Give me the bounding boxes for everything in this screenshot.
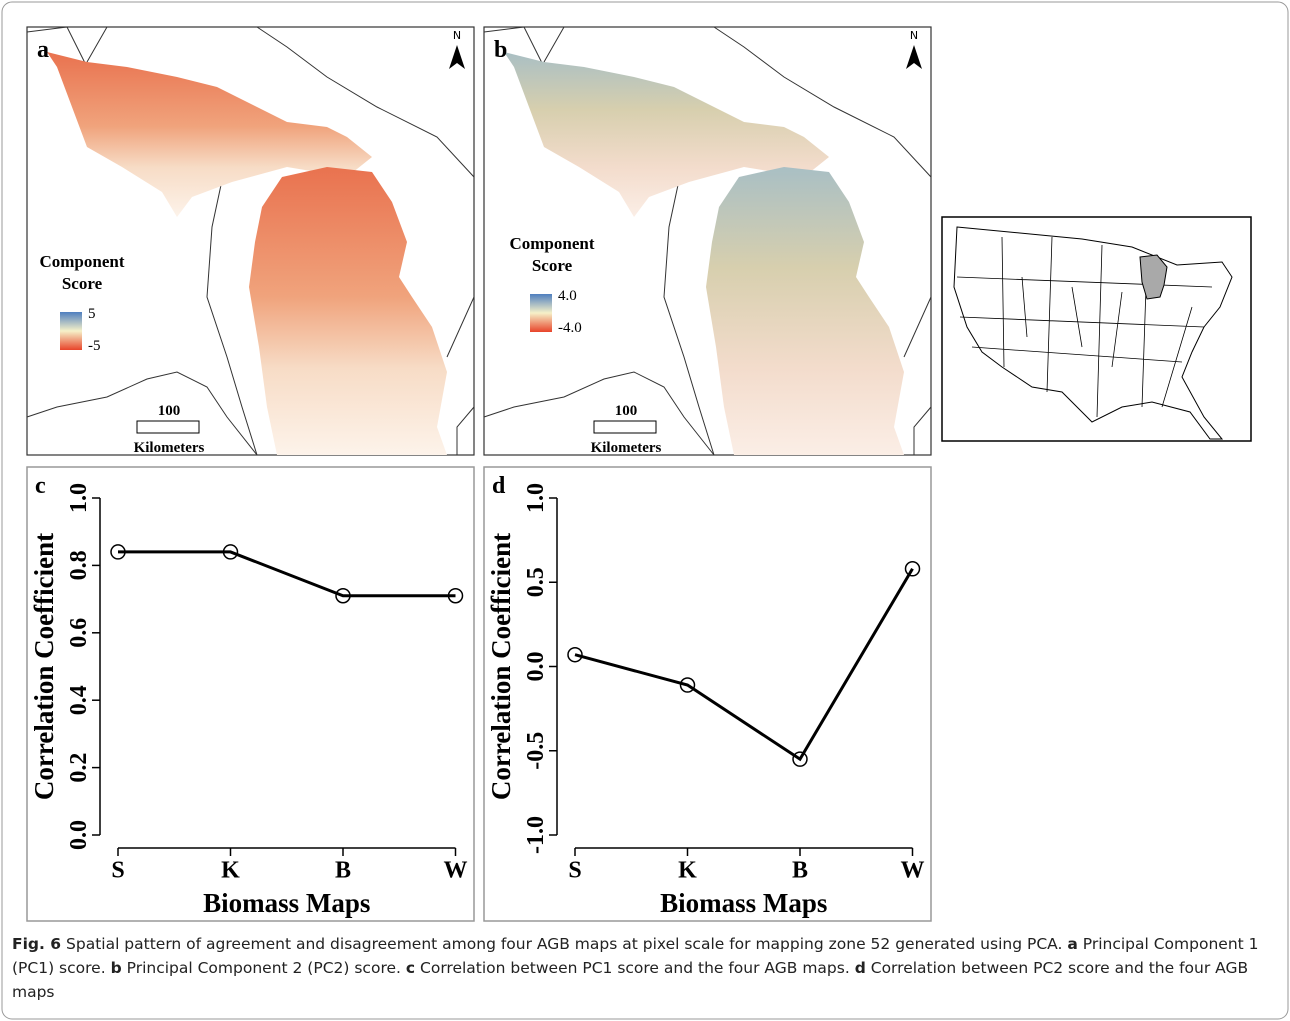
panel-letter: a (37, 37, 49, 63)
panel-letter: b (494, 37, 507, 63)
y-axis-title: Correlation Coefficient (29, 533, 59, 800)
data-point (447, 587, 464, 604)
caption-item-text: Correlation between PC1 score and the fo… (420, 959, 850, 977)
caption-item-letter: c (405, 959, 416, 977)
data-line (118, 550, 456, 598)
north-label: N (910, 29, 918, 42)
y-axis-title: Correlation Coefficient (486, 533, 516, 800)
data-point (904, 561, 921, 577)
legend-title: Score (532, 256, 573, 275)
maps: a N Component Score 5 -5 100 Kilometers b N Compon… (26, 26, 932, 456)
panel-border (26, 466, 475, 922)
map-panel: b N Component Score 4.0 -4.0 100 Kilometers (483, 26, 932, 456)
x-axis-title: Biomass Maps (660, 888, 827, 918)
y-tick-label: 0.5 (523, 567, 549, 597)
charts: c 0.0 0.2 0.4 0.6 0.8 1.0 S K B W Correlation Coeff… (26, 466, 932, 922)
us-inset (941, 216, 1252, 442)
scale-bar (136, 420, 200, 434)
legend-title: Component (39, 252, 124, 271)
x-tick-label: B (335, 858, 351, 884)
chart-panel: d -1.0 -0.5 0.0 0.5 1.0 S K B W Correlation Coeffi… (483, 466, 932, 922)
y-tick-label: 1.0 (66, 483, 92, 513)
caption-item-text: Principal Component 2 (PC2) score. (126, 959, 401, 977)
data-point (679, 677, 696, 693)
y-tick-label: 0.0 (523, 652, 549, 682)
x-tick-label: S (111, 858, 124, 884)
scale-value: 100 (615, 403, 638, 419)
data-point (567, 646, 583, 663)
chart-panel: c 0.0 0.2 0.4 0.6 0.8 1.0 S K B W Correlation Coeff… (26, 466, 475, 922)
y-tick-label: 1.0 (523, 483, 549, 513)
scale-value: 100 (158, 403, 181, 419)
data-point (792, 751, 808, 767)
data-point (335, 587, 351, 604)
y-tick-label: 0.8 (66, 550, 92, 580)
north-label: N (453, 29, 461, 42)
y-tick-label: -1.0 (523, 816, 549, 854)
y-tick-label: 0.0 (66, 820, 92, 850)
legend-min: -4.0 (558, 320, 582, 336)
data-point (222, 544, 239, 560)
caption-item-text: Correlation between PC2 score and the fo… (12, 959, 1249, 1001)
panel-border (483, 466, 932, 922)
y-tick-label: -0.5 (523, 732, 549, 770)
caption-item-letter: d (854, 959, 866, 977)
y-tick-label: 0.4 (66, 685, 92, 715)
y-tick-label: 0.2 (66, 753, 92, 783)
x-tick-label: K (678, 858, 697, 884)
legend-min: -5 (88, 338, 101, 354)
x-axis-title: Biomass Maps (203, 888, 370, 918)
legend-colorbar (530, 294, 552, 332)
map-panel: a N Component Score 5 -5 100 Kilometers (26, 26, 475, 456)
x-tick-label: W (444, 858, 468, 884)
panel-letter: c (35, 473, 46, 499)
legend-max: 4.0 (558, 288, 577, 304)
caption-item-letter: a (1067, 935, 1078, 953)
scale-unit: Kilometers (591, 440, 662, 456)
x-tick-label: S (568, 858, 581, 884)
legend-title: Component (509, 234, 594, 253)
x-tick-label: K (221, 858, 240, 884)
y-tick-label: 0.6 (66, 618, 92, 648)
caption-item-letter: b (110, 959, 122, 977)
legend-max: 5 (88, 306, 96, 322)
caption-intro: Spatial pattern of agreement and disagre… (66, 935, 1063, 953)
legend-title: Score (62, 274, 103, 293)
caption: Fig. 6 Spatial pattern of agreement and … (12, 932, 1272, 1004)
north-arrow (906, 45, 922, 69)
data-line (574, 568, 914, 762)
x-tick-label: W (901, 858, 925, 884)
x-tick-label: B (792, 858, 808, 884)
data-point (110, 544, 126, 560)
scale-bar (593, 420, 657, 434)
caption-item-text: Principal Component 1 (PC1) score. (12, 935, 1259, 977)
scale-unit: Kilometers (134, 440, 205, 456)
caption-label: Fig. 6 (12, 935, 62, 953)
legend-colorbar (60, 312, 82, 350)
north-arrow (449, 45, 465, 69)
panel-letter: d (492, 473, 506, 499)
